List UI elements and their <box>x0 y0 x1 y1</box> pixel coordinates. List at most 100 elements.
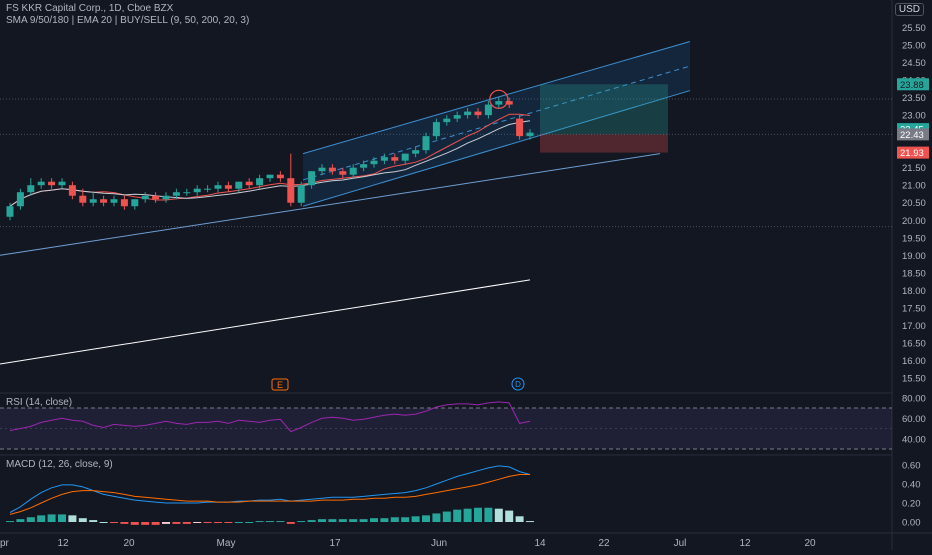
candle-body <box>100 199 108 203</box>
macd-histogram-bar <box>526 521 534 523</box>
macd-histogram-bar <box>214 522 222 523</box>
price-tick-label: 16.00 <box>902 356 926 367</box>
candle-body <box>16 192 24 207</box>
macd-histogram-bar <box>141 522 150 525</box>
candle-body <box>27 185 35 193</box>
candle-body <box>349 167 357 175</box>
macd-histogram-bar <box>58 514 66 522</box>
time-tick-label: 12 <box>57 538 69 549</box>
macd-tick-label: 0.00 <box>902 518 921 529</box>
position-target-zone <box>540 84 668 135</box>
macd-histogram-bar <box>505 510 514 522</box>
macd-histogram-bar <box>422 515 430 522</box>
time-tick-label: Jul <box>674 538 687 549</box>
candle-body <box>339 171 347 175</box>
candle-body <box>308 171 316 186</box>
candle-body <box>48 181 56 186</box>
symbol-legend[interactable]: FS KKR Capital Corp., 1D, Cboe BZX <box>6 3 174 14</box>
macd-histogram-bar <box>245 522 254 523</box>
price-tick-label: 20.00 <box>902 216 926 227</box>
macd-histogram-bar <box>99 522 108 523</box>
macd-histogram-bar <box>26 517 35 522</box>
candle-body <box>297 185 305 203</box>
stop-price-label: 21.93 <box>900 148 924 159</box>
rsi-legend[interactable]: RSI (14, close) <box>6 397 73 408</box>
macd-histogram-bar <box>255 521 264 523</box>
macd-histogram-bar <box>318 519 326 522</box>
macd-tick-label: 0.20 <box>902 499 921 510</box>
macd-histogram-bar <box>297 521 306 523</box>
candle-body <box>526 132 534 137</box>
price-tick-label: 23.50 <box>902 93 926 104</box>
position-stop-zone <box>540 134 668 153</box>
candle-body <box>141 195 149 200</box>
macd-histogram-bar <box>6 521 14 523</box>
macd-histogram-bar <box>349 519 358 522</box>
time-tick-label: 17 <box>329 538 341 549</box>
macd-histogram-bar <box>47 514 56 522</box>
currency-button[interactable]: USD <box>894 3 924 16</box>
candle-body <box>172 192 180 196</box>
candle-body <box>256 178 264 186</box>
candle-body <box>120 199 128 207</box>
macd-histogram-bar <box>411 516 420 522</box>
time-tick-label: pr <box>0 538 10 549</box>
moving-averages <box>9 113 531 207</box>
macd-histogram-bar <box>390 517 399 522</box>
macd-histogram-bar <box>203 522 212 523</box>
candle-body <box>412 150 420 154</box>
candle-body <box>89 199 97 203</box>
rsi-pane <box>0 401 892 450</box>
macd-histogram-bar <box>494 508 503 522</box>
time-tick-label: Jun <box>431 538 447 549</box>
macd-histogram-bar <box>162 522 170 524</box>
rsi-tick-label: 80.00 <box>902 393 926 404</box>
candle-body <box>360 164 368 168</box>
candle-body <box>380 157 388 161</box>
macd-histogram-bar <box>442 511 451 522</box>
price-tick-label: 19.50 <box>902 233 926 244</box>
price-tick-label: 23.00 <box>902 111 926 122</box>
candle-body <box>162 195 170 200</box>
candle-body <box>276 174 284 179</box>
price-axis[interactable]: 25.5025.0024.5024.0023.5023.0022.5022.00… <box>897 23 929 529</box>
price-tick-label: 17.00 <box>902 321 926 332</box>
candle-body <box>204 188 212 190</box>
entry-price-label: 22.43 <box>900 130 924 141</box>
macd-histogram-bar <box>380 518 389 522</box>
candle-body <box>110 199 118 203</box>
candle-body <box>152 195 160 200</box>
highlight-circle <box>489 89 509 109</box>
rsi-tick-label: 40.00 <box>902 434 926 445</box>
macd-histogram-bar <box>182 522 191 524</box>
earnings-marker <box>271 378 289 391</box>
indicators-legend[interactable]: SMA 9/50/180 | EMA 20 | BUY/SELL (9, 50,… <box>6 15 250 26</box>
candle-body <box>245 181 253 186</box>
macd-histogram-bar <box>463 508 472 522</box>
candle-body <box>68 185 76 196</box>
time-tick-label: 14 <box>534 538 546 549</box>
macd-histogram-bar <box>172 522 181 524</box>
macd-histogram-bar <box>276 521 285 523</box>
candle-body <box>484 104 492 116</box>
price-tick-label: 17.50 <box>902 303 926 314</box>
macd-legend[interactable]: MACD (12, 26, close, 9) <box>6 459 113 470</box>
candle-body <box>422 136 430 151</box>
macd-histogram-bar <box>224 522 233 523</box>
candle-body <box>401 153 409 161</box>
ema-20-line <box>9 120 531 207</box>
macd-histogram-bar <box>338 519 347 522</box>
time-axis[interactable]: pr 12 20 May 17 Jun 14 22 Jul 12 20 <box>0 538 816 549</box>
time-tick-label: 22 <box>598 538 610 549</box>
candle-body <box>453 115 461 119</box>
candle-body <box>183 192 191 194</box>
time-tick-label: May <box>217 538 236 549</box>
candle-body <box>37 181 45 186</box>
macd-signal-line <box>9 474 530 515</box>
earnings-marker-label: E <box>277 380 283 390</box>
candle-body <box>58 181 66 186</box>
macd-tick-label: 0.40 <box>902 480 921 491</box>
